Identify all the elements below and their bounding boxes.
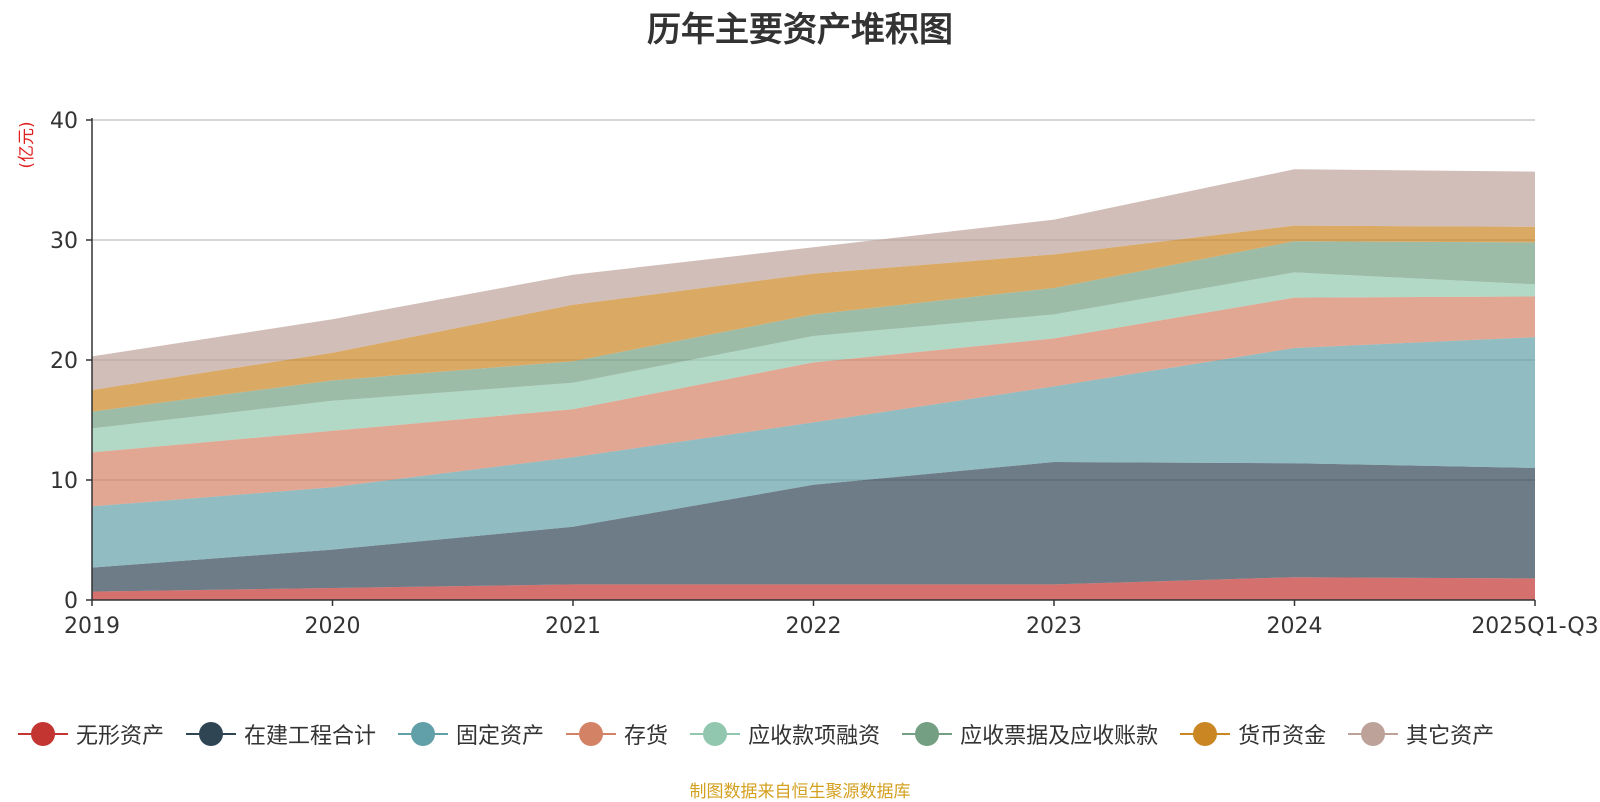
legend-marker-icon: [398, 722, 449, 746]
legend-item[interactable]: 货币资金: [1180, 718, 1326, 750]
area-series: [92, 272, 1535, 453]
legend-marker-icon: [18, 722, 68, 746]
legend-dot-icon: [411, 722, 436, 746]
area-series: [92, 296, 1535, 507]
area-layer: [92, 169, 1535, 600]
chart-title: 历年主要资产堆积图: [647, 10, 953, 50]
y-axis-label: (亿元): [17, 121, 37, 168]
x-tick-label: 2025Q1-Q3: [1471, 614, 1598, 639]
axis-layer: 0 10 20 30 40 2019 2020 2021 2022 2023 2024 2025Q1-…: [50, 109, 1599, 639]
legend-label: 无形资产: [76, 724, 165, 749]
legend: 无形资产 在建工程合计 固定资产 存货 应收款项融资 应收票据及应收账款 货币资金 其它资产: [18, 716, 1516, 752]
legend-dot-icon: [1361, 722, 1386, 746]
legend-label: 货币资金: [1238, 724, 1327, 749]
legend-dot-icon: [31, 722, 55, 746]
legend-marker-icon: [1348, 722, 1399, 746]
legend-label: 在建工程合计: [244, 724, 377, 749]
legend-marker-icon: [690, 722, 741, 746]
x-tick-label: 2021: [545, 614, 601, 639]
legend-marker-icon: [1180, 722, 1231, 746]
area-series: [92, 241, 1535, 429]
legend-dot-icon: [199, 722, 224, 746]
y-tick-label: 10: [50, 469, 78, 494]
area-series: [92, 225, 1535, 412]
legend-item[interactable]: 存货: [566, 718, 668, 750]
legend-dot-icon: [579, 722, 604, 746]
legend-label: 存货: [624, 724, 669, 749]
area-series: [92, 337, 1535, 568]
area-series: [92, 577, 1535, 600]
x-tick-label: 2019: [64, 614, 120, 639]
x-tick-label: 2024: [1267, 614, 1323, 639]
y-tick-label: 40: [50, 109, 78, 134]
x-tick-label: 2023: [1026, 614, 1082, 639]
legend-item[interactable]: 在建工程合计: [186, 718, 376, 750]
area-series: [92, 462, 1535, 592]
legend-marker-icon: [186, 722, 237, 746]
source-note: 制图数据来自恒生聚源数据库: [689, 782, 911, 802]
legend-item[interactable]: 应收款项融资: [690, 718, 880, 750]
legend-dot-icon: [1193, 722, 1218, 746]
legend-dot-icon: [703, 722, 728, 746]
x-tick-label: 2020: [305, 614, 361, 639]
x-tick-label: 2022: [786, 614, 842, 639]
y-tick-label: 20: [50, 349, 78, 374]
legend-item[interactable]: 其它资产: [1348, 718, 1494, 750]
legend-marker-icon: [902, 722, 953, 746]
legend-item[interactable]: 无形资产: [18, 718, 164, 750]
legend-dot-icon: [915, 722, 940, 746]
legend-label: 应收票据及应收账款: [960, 724, 1159, 749]
y-tick-label: 0: [64, 589, 78, 614]
legend-item[interactable]: 固定资产: [398, 718, 544, 750]
y-tick-label: 30: [50, 229, 78, 254]
legend-label: 应收款项融资: [748, 724, 881, 749]
legend-label: 其它资产: [1406, 724, 1495, 749]
area-series: [92, 169, 1535, 390]
legend-marker-icon: [566, 722, 617, 746]
legend-label: 固定资产: [456, 724, 545, 749]
legend-item[interactable]: 应收票据及应收账款: [902, 718, 1158, 750]
